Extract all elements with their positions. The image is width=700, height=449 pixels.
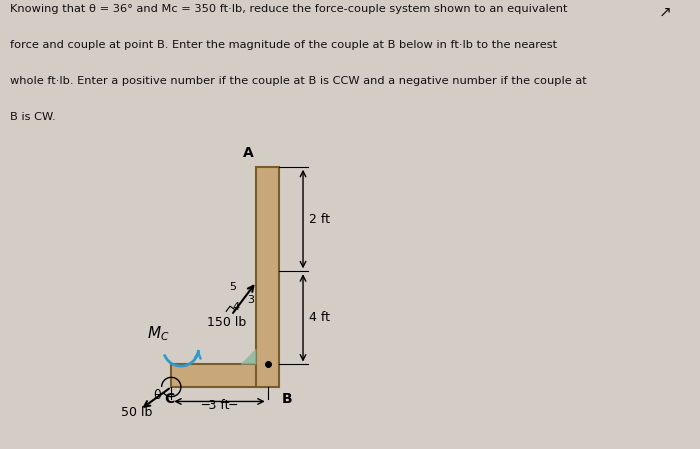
Bar (172, 365, 267, 387)
Text: ↗: ↗ (659, 4, 672, 19)
Text: 4: 4 (232, 302, 240, 312)
Text: 150 lb: 150 lb (207, 317, 246, 330)
Text: 3: 3 (247, 295, 254, 305)
Text: 2 ft: 2 ft (309, 212, 330, 225)
Text: θ: θ (153, 389, 161, 402)
Text: B: B (282, 392, 293, 406)
Polygon shape (240, 348, 256, 365)
Text: force and couple at point B. Enter the magnitude of the couple at B below in ft·: force and couple at point B. Enter the m… (10, 40, 558, 50)
Text: C: C (164, 392, 175, 406)
Text: 50 lb: 50 lb (121, 406, 153, 419)
Text: 4 ft: 4 ft (309, 312, 330, 324)
Text: 5: 5 (230, 282, 237, 292)
Text: whole ft·lb. Enter a positive number if the couple at B is CCW and a negative nu: whole ft·lb. Enter a positive number if … (10, 76, 587, 86)
Text: Knowing that θ = 36° and Mᴄ = 350 ft·lb, reduce the force-couple system shown to: Knowing that θ = 36° and Mᴄ = 350 ft·lb,… (10, 4, 568, 14)
Text: B is CW.: B is CW. (10, 112, 56, 122)
Text: M$_C$: M$_C$ (147, 325, 170, 343)
Text: A: A (242, 146, 253, 160)
Bar (256, 167, 279, 387)
Text: ─3 ft─: ─3 ft─ (202, 400, 237, 413)
